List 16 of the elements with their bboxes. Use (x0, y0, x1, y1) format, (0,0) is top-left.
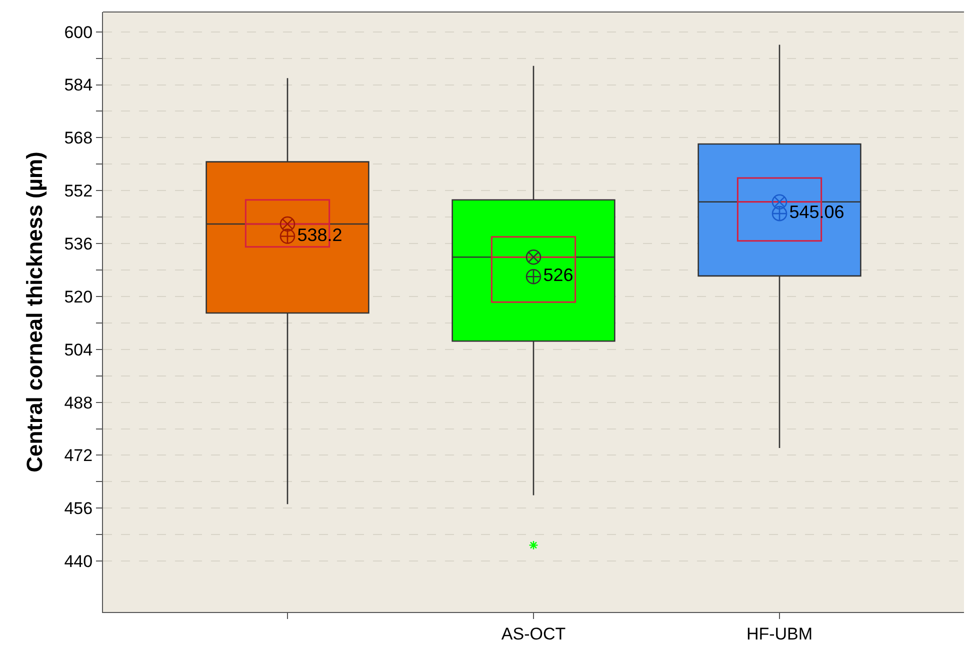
y-tick-label: 600 (64, 22, 93, 42)
y-axis-title: Central corneal thickness (µm) (22, 152, 48, 472)
y-tick-label: 568 (64, 128, 93, 148)
y-tick-label: 520 (64, 287, 93, 306)
data-label: 538.2 (297, 224, 342, 245)
y-tick-label: 536 (64, 234, 93, 254)
y-tick-label: 584 (64, 76, 93, 95)
x-tick-label: HF-UBM (746, 624, 813, 644)
x-tick-label: AS-OCT (501, 624, 566, 644)
y-tick-label: 440 (64, 552, 93, 572)
y-tick-label: 472 (64, 446, 93, 466)
y-tick-label: 488 (64, 393, 93, 412)
y-tick-label: 504 (64, 340, 93, 360)
data-label: 526 (543, 265, 574, 286)
y-tick-label: 552 (64, 182, 93, 201)
y-tick-label: 456 (64, 499, 93, 518)
